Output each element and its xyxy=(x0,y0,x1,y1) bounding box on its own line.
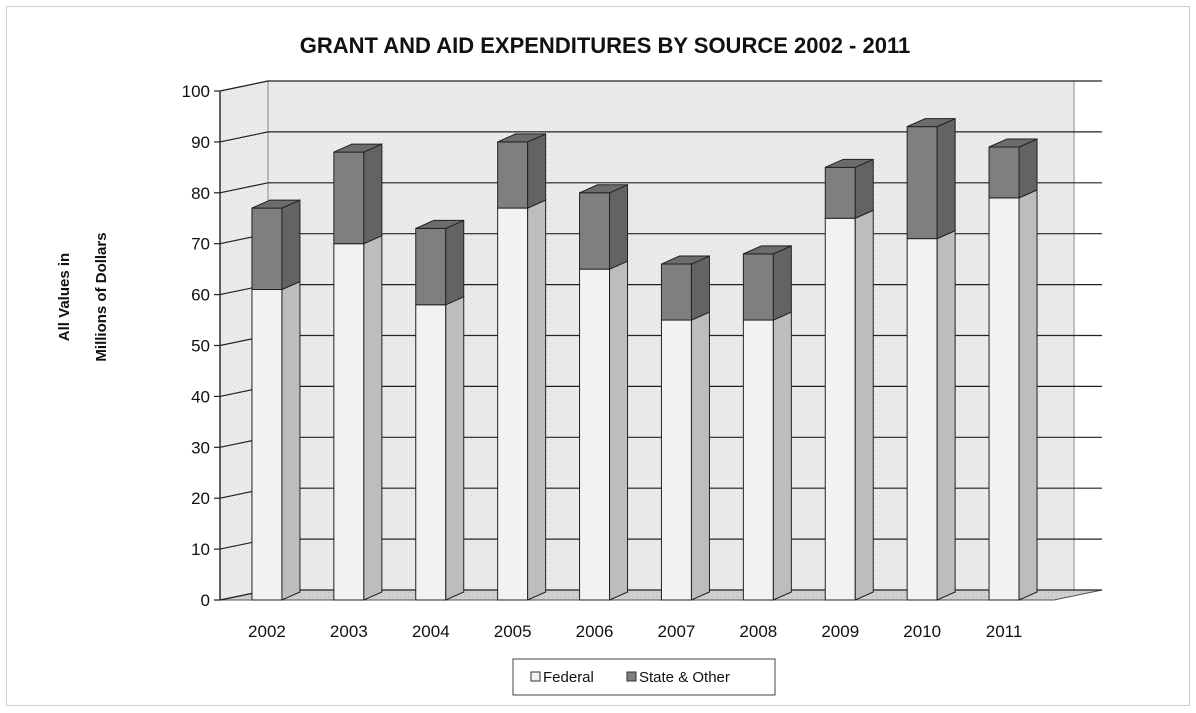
y-tick-label: 90 xyxy=(191,133,210,152)
bar-2005-federal xyxy=(497,199,547,601)
bar-2008-federal xyxy=(742,311,792,601)
bar-2011-top xyxy=(988,138,1038,148)
bar-2003-top xyxy=(333,143,383,153)
gridline xyxy=(219,182,1102,194)
bar-2008-state-other xyxy=(742,245,792,321)
bar-2006-state-other xyxy=(579,184,629,270)
x-tick-label: 2004 xyxy=(412,622,450,641)
y-tick-label: 30 xyxy=(191,438,210,457)
bar-2005-top xyxy=(497,133,546,143)
bar-2006-federal xyxy=(579,260,629,601)
y-axis-label: All Values in Millions of Dollars xyxy=(56,232,110,361)
bar-2002-federal xyxy=(251,280,301,601)
bar-2004-top xyxy=(415,219,464,229)
bar-2005-state-other xyxy=(497,133,547,209)
x-tick-label: 2010 xyxy=(903,622,941,641)
bar-2003-federal xyxy=(333,234,383,601)
y-tick-label: 20 xyxy=(191,489,210,508)
chart: GRANT AND AID EXPENDITURES BY SOURCE 200… xyxy=(56,33,1103,696)
bar-2007-top xyxy=(661,255,710,265)
bar-2009-federal xyxy=(824,209,874,601)
y-axis-label-line-2: Millions of Dollars xyxy=(93,232,110,361)
bar-2007-federal xyxy=(660,311,710,601)
bar-2008-top xyxy=(743,245,792,255)
bar-2009-state-other xyxy=(824,158,874,220)
y-tick-label: 0 xyxy=(201,591,210,610)
bar-2007-state-other xyxy=(660,255,710,321)
bar-2003-state-other xyxy=(333,143,383,245)
y-axis-ticks: 0 10 20 30 40 50 60 70 80 90 100 xyxy=(182,82,221,610)
bar-2004-state-other xyxy=(415,219,465,306)
x-tick-label: 2005 xyxy=(494,622,532,641)
gridline xyxy=(219,131,1102,143)
x-tick-label: 2009 xyxy=(821,622,859,641)
bar-2009-top xyxy=(825,158,874,168)
y-tick-label: 80 xyxy=(191,184,210,203)
bar-2002-state-other xyxy=(251,199,301,291)
legend: Federal State & Other xyxy=(512,658,776,696)
bar-2004-federal xyxy=(415,296,465,601)
bar-2011-federal xyxy=(988,189,1038,601)
bar-2011-state-other xyxy=(988,138,1038,199)
chart-title: GRANT AND AID EXPENDITURES BY SOURCE 200… xyxy=(300,33,910,58)
legend-swatch-federal xyxy=(530,671,541,682)
legend-swatch-state-other xyxy=(626,671,637,682)
bars xyxy=(251,117,1038,601)
bar-2010-top xyxy=(906,118,956,128)
y-tick-label: 100 xyxy=(182,82,210,101)
chart-frame: GRANT AND AID EXPENDITURES BY SOURCE 200… xyxy=(6,6,1190,706)
legend-box xyxy=(512,658,776,696)
y-tick-label: 10 xyxy=(191,540,210,559)
gridline xyxy=(219,80,1102,92)
x-tick-label: 2008 xyxy=(739,622,777,641)
x-tick-label: 2006 xyxy=(576,622,614,641)
bar-2010-state-other xyxy=(906,117,956,240)
bar-2002-top xyxy=(251,199,301,209)
x-tick-label: 2003 xyxy=(330,622,368,641)
y-tick-label: 60 xyxy=(191,286,210,305)
x-tick-label: 2002 xyxy=(248,622,286,641)
legend-label-federal: Federal xyxy=(543,669,594,686)
x-tick-label: 2011 xyxy=(986,622,1023,641)
y-axis-label-line-1: All Values in xyxy=(56,253,73,341)
x-tick-label: 2007 xyxy=(658,622,696,641)
bar-2010-federal xyxy=(906,229,956,601)
bar-2006-top xyxy=(579,184,628,194)
x-axis-labels: 2002 2003 2004 2005 2006 2007 2008 2009 2010 2011 xyxy=(248,622,1022,641)
y-tick-label: 70 xyxy=(191,235,210,254)
y-tick-label: 50 xyxy=(191,337,210,356)
y-tick-label: 40 xyxy=(191,387,210,406)
legend-label-state-other: State & Other xyxy=(639,669,730,686)
